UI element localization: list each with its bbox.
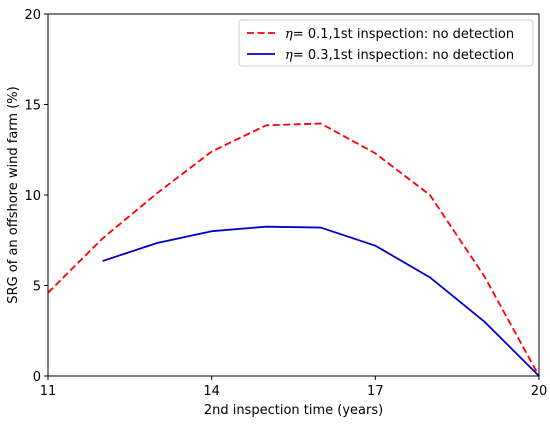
y-tick-label: 20 xyxy=(24,8,41,23)
plot-frame xyxy=(47,13,540,377)
legend: η= 0.1,1st inspection: no detection η= 0… xyxy=(238,19,534,67)
legend-eta-symbol: η xyxy=(285,27,293,42)
x-tick-label: 11 xyxy=(40,384,57,399)
y-tick-label: 0 xyxy=(33,370,41,385)
x-tick-label: 17 xyxy=(367,384,384,399)
y-axis-label: SRG of an offshore wind farm (%) xyxy=(6,86,21,303)
series-line-1 xyxy=(102,225,540,377)
legend-eta-symbol: η xyxy=(285,48,293,63)
x-tick-label: 20 xyxy=(531,384,548,399)
legend-box xyxy=(238,19,534,67)
y-tick-label: 15 xyxy=(24,99,41,114)
legend-label-eta-0.1: η= 0.1,1st inspection: no detection xyxy=(285,27,514,42)
ticks-layer: 11 14 17 20 0 5 10 15 20 xyxy=(24,8,547,399)
y-tick-label: 10 xyxy=(24,189,41,204)
legend-label-text: = 0.1,1st inspection: no detection xyxy=(293,27,514,42)
series-layer xyxy=(47,122,540,377)
legend-label-text: = 0.3,1st inspection: no detection xyxy=(293,48,514,63)
y-tick-label: 5 xyxy=(33,280,41,295)
x-tick-label: 14 xyxy=(203,384,220,399)
legend-label-eta-0.3: η= 0.3,1st inspection: no detection xyxy=(285,48,514,63)
series-line-0 xyxy=(47,122,540,377)
x-axis-label: 2nd inspection time (years) xyxy=(204,403,383,418)
